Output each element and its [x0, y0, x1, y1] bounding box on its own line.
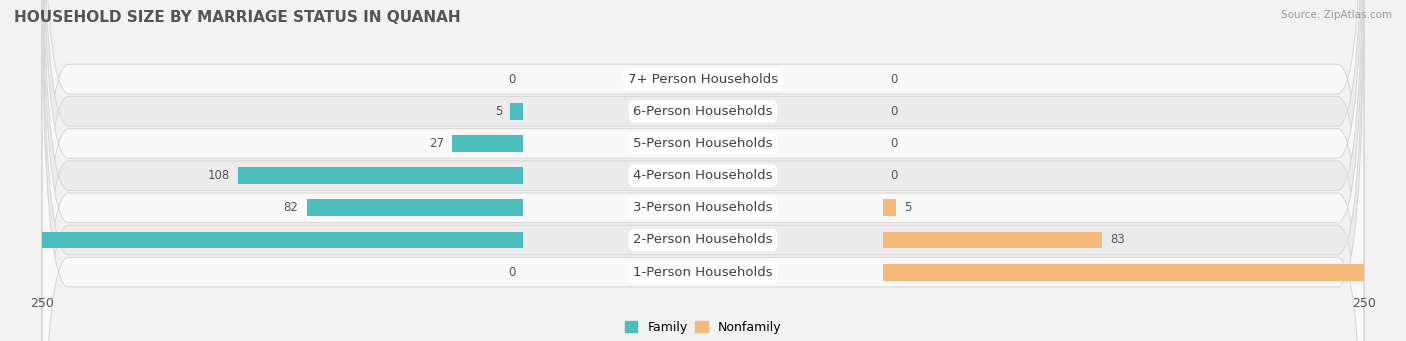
Text: 4-Person Households: 4-Person Households: [633, 169, 773, 182]
Text: HOUSEHOLD SIZE BY MARRIAGE STATUS IN QUANAH: HOUSEHOLD SIZE BY MARRIAGE STATUS IN QUA…: [14, 10, 461, 25]
Legend: Family, Nonfamily: Family, Nonfamily: [624, 321, 782, 334]
Text: 5: 5: [495, 105, 502, 118]
Bar: [238, 167, 523, 184]
Text: 108: 108: [208, 169, 229, 182]
Bar: [451, 135, 523, 152]
Text: 5: 5: [904, 201, 911, 214]
Text: 0: 0: [508, 73, 516, 86]
Text: 0: 0: [890, 73, 898, 86]
FancyBboxPatch shape: [42, 0, 1364, 341]
Text: 0: 0: [890, 137, 898, 150]
FancyBboxPatch shape: [42, 0, 1364, 341]
Text: 1-Person Households: 1-Person Households: [633, 266, 773, 279]
FancyBboxPatch shape: [42, 0, 1364, 341]
Bar: [883, 199, 896, 216]
Text: 6-Person Households: 6-Person Households: [633, 105, 773, 118]
Text: 3-Person Households: 3-Person Households: [633, 201, 773, 214]
Bar: [307, 199, 523, 216]
Bar: [510, 103, 523, 120]
Text: 83: 83: [1111, 234, 1125, 247]
Text: 0: 0: [508, 266, 516, 279]
Bar: [0, 232, 523, 248]
FancyBboxPatch shape: [42, 0, 1364, 341]
Text: Source: ZipAtlas.com: Source: ZipAtlas.com: [1281, 10, 1392, 20]
Bar: [883, 264, 1406, 281]
FancyBboxPatch shape: [42, 0, 1364, 341]
FancyBboxPatch shape: [42, 0, 1364, 341]
Bar: [883, 232, 1102, 248]
Text: 0: 0: [890, 105, 898, 118]
Text: 0: 0: [890, 169, 898, 182]
Text: 5-Person Households: 5-Person Households: [633, 137, 773, 150]
Text: 27: 27: [429, 137, 444, 150]
FancyBboxPatch shape: [42, 0, 1364, 341]
Text: 7+ Person Households: 7+ Person Households: [628, 73, 778, 86]
Text: 82: 82: [284, 201, 298, 214]
Text: 2-Person Households: 2-Person Households: [633, 234, 773, 247]
